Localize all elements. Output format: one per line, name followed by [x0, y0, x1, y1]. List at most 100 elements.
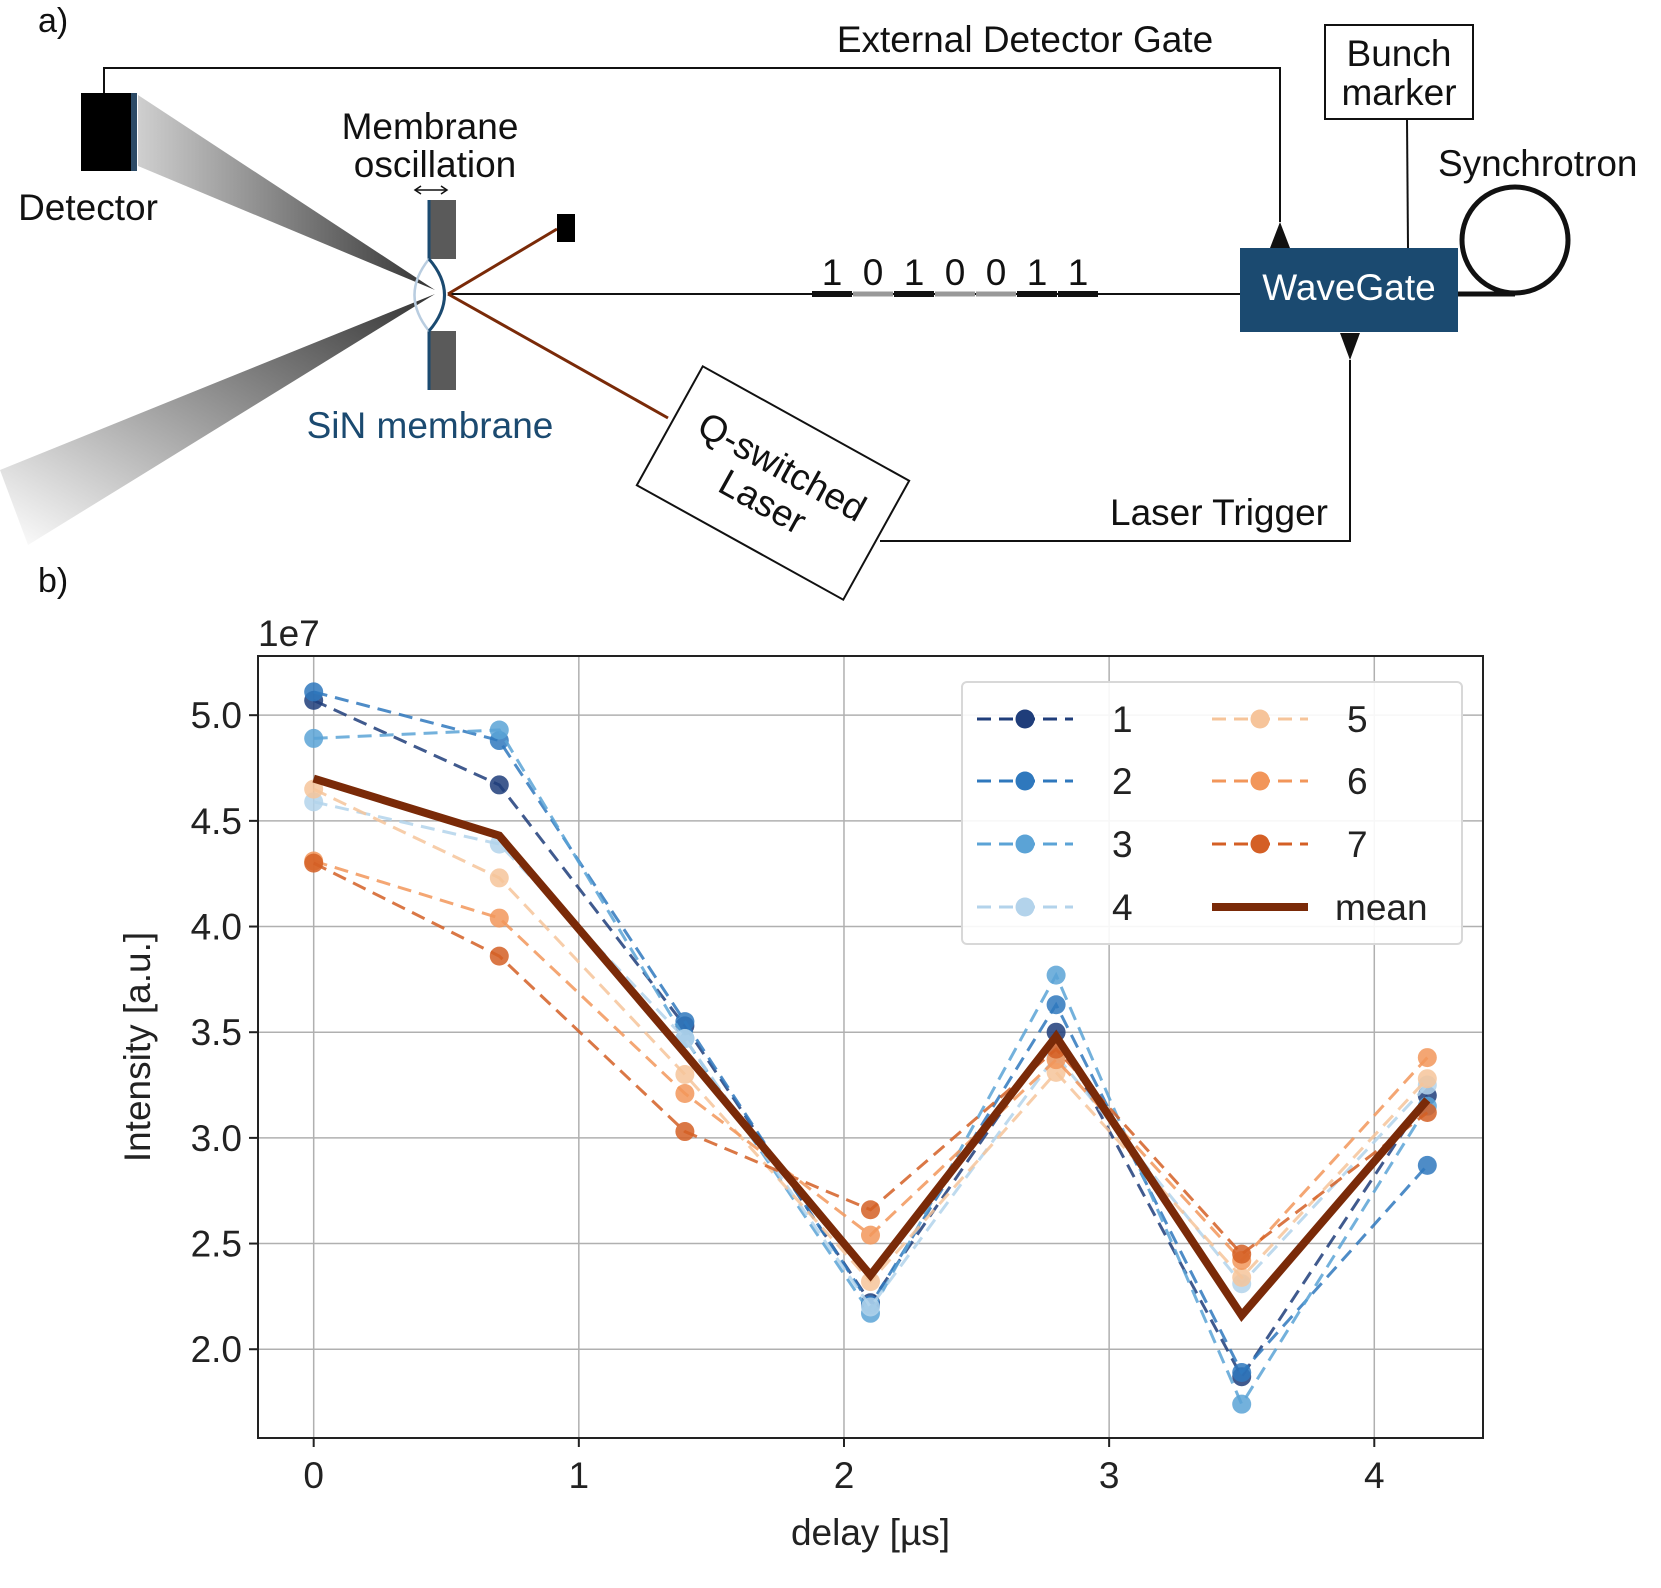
bit-digit: 0 — [945, 252, 966, 293]
reflected-laser-beam — [447, 227, 558, 296]
bit-digit: 0 — [863, 252, 884, 293]
x-axis-label: delay [µs] — [791, 1512, 950, 1553]
detector-face — [131, 93, 137, 171]
legend-marker — [1015, 709, 1035, 729]
y-tick-label: 5.0 — [191, 695, 242, 736]
legend-marker — [1015, 834, 1035, 854]
data-point — [1232, 1244, 1252, 1264]
data-point — [1232, 1362, 1252, 1382]
double-arrow-icon — [413, 185, 449, 195]
legend-label-1: 1 — [1112, 699, 1133, 740]
legend: 1 2 3 4 5 6 7 mean — [961, 681, 1463, 945]
data-point — [1417, 1069, 1437, 1089]
legend-label-3: 3 — [1112, 824, 1133, 865]
membrane-deflected-curve — [427, 258, 446, 332]
laser-trigger-arrow — [1340, 333, 1360, 360]
legend-label-2: 2 — [1112, 761, 1133, 802]
sin-membrane-label: SiN membrane — [307, 405, 554, 446]
legend-marker — [1015, 897, 1035, 917]
data-point — [861, 1272, 880, 1292]
detector-gate-arrow — [1270, 222, 1290, 248]
external-detector-gate-label: External Detector Gate — [837, 19, 1213, 60]
legend-marker — [1250, 771, 1270, 791]
panel-b: b) 0 1 2 3 4 2.0 2.5 3.0 3.5 4.0 4.5 5.0 1e7 delay [µ… — [38, 562, 1484, 1553]
y-tick-label: 4.0 — [191, 907, 242, 948]
x-tick-label: 3 — [1099, 1455, 1120, 1496]
membrane-frame-bottom — [428, 331, 456, 390]
bunch-marker-box — [1324, 24, 1474, 120]
bit-digit: 1 — [822, 252, 843, 293]
panel-a-label: a) — [38, 2, 68, 40]
y-tick-label: 4.5 — [191, 801, 242, 842]
legend-label-4: 4 — [1112, 887, 1133, 928]
laser-trigger-label: Laser Trigger — [1110, 492, 1328, 533]
bit-digit: 1 — [1068, 252, 1089, 293]
synchrotron-label: Synchrotron — [1438, 143, 1638, 184]
detector-gate-wire — [103, 67, 1281, 222]
data-point — [675, 1083, 695, 1103]
membrane-frame-top — [428, 200, 456, 259]
bit-digit: 0 — [986, 252, 1007, 293]
wavegate-box — [1240, 248, 1458, 332]
membrane-oscillation-label-line1: Membrane — [342, 106, 519, 147]
data-point — [675, 1012, 695, 1032]
legend-label-7: 7 — [1347, 824, 1368, 865]
intensity-chart: 0 1 2 3 4 2.0 2.5 3.0 3.5 4.0 4.5 5.0 1e7 delay [µs] I… — [117, 613, 1484, 1553]
data-point — [304, 779, 324, 799]
y-tick-label: 2.0 — [191, 1329, 242, 1370]
data-point — [1232, 1267, 1252, 1287]
q-switched-laser: Q-switched Laser — [635, 364, 911, 602]
legend-label-5: 5 — [1347, 699, 1368, 740]
data-point — [489, 720, 509, 740]
y-tick-label: 3.0 — [191, 1118, 242, 1159]
legend-marker — [1250, 709, 1270, 729]
data-point — [1046, 995, 1066, 1015]
panel-a: a) External Detector Gate Bunch marker S… — [0, 2, 1638, 602]
legend-marker — [1015, 771, 1035, 791]
bunch-marker-label-line2: marker — [1341, 72, 1456, 113]
membrane-oscillation-label-line2: oscillation — [354, 144, 516, 185]
detector-label: Detector — [18, 187, 158, 228]
x-tick-label: 4 — [1364, 1455, 1385, 1496]
data-point — [304, 853, 324, 873]
x-tick-label: 2 — [834, 1455, 855, 1496]
y-tick-label: 2.5 — [191, 1224, 242, 1265]
x-tick-label: 0 — [303, 1455, 324, 1496]
y-tick-label: 3.5 — [191, 1012, 242, 1053]
panel-b-label: b) — [38, 562, 68, 600]
y-axis-label: Intensity [a.u.] — [117, 932, 158, 1162]
data-point — [489, 946, 509, 966]
data-point — [861, 1200, 880, 1220]
bunch-marker-label-line1: Bunch — [1347, 33, 1452, 74]
data-point — [489, 868, 509, 888]
data-point — [1417, 1048, 1437, 1068]
laser-trigger-wire — [880, 360, 1351, 542]
data-point — [304, 728, 324, 748]
data-point — [304, 682, 324, 702]
data-point — [675, 1122, 695, 1142]
data-point — [1232, 1394, 1252, 1414]
membrane-rest-curve — [413, 258, 430, 332]
synchrotron-ring — [1459, 184, 1571, 296]
data-point — [1046, 965, 1066, 985]
incident-beam-cone — [0, 294, 435, 545]
wavegate-label: WaveGate — [1262, 267, 1435, 308]
legend-label-mean: mean — [1335, 887, 1428, 928]
x-tick-label: 1 — [569, 1455, 590, 1496]
legend-marker — [1250, 834, 1270, 854]
data-point — [489, 775, 509, 795]
bit-digit: 1 — [1027, 252, 1048, 293]
scattered-beam-cone — [138, 95, 435, 290]
data-point — [675, 1064, 695, 1084]
beam-dump — [557, 214, 575, 242]
plot-frame — [257, 655, 1484, 1439]
axis-offset-text: 1e7 — [258, 613, 320, 654]
bunch-marker-wire — [1406, 118, 1409, 249]
data-point — [861, 1297, 880, 1317]
bit-pattern: 1 0 1 0 0 1 1 — [812, 252, 1098, 297]
legend-label-6: 6 — [1347, 761, 1368, 802]
legend-box — [961, 681, 1463, 945]
incident-laser-beam — [447, 292, 669, 420]
bit-digit: 1 — [904, 252, 925, 293]
